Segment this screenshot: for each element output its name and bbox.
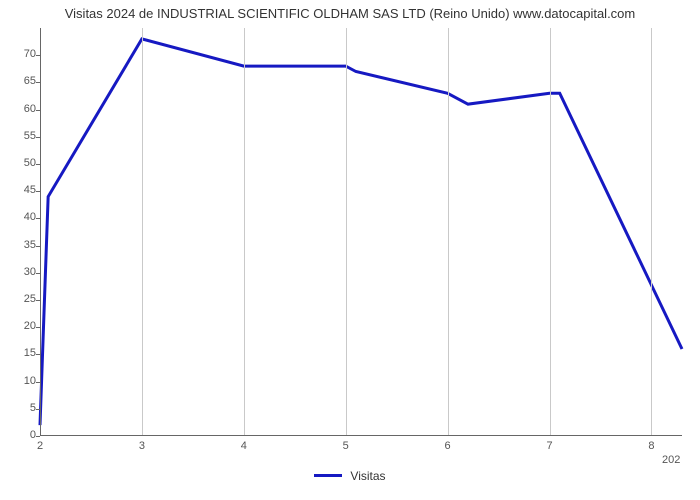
- y-tick-mark: [36, 273, 40, 274]
- x-axis: [40, 435, 682, 436]
- y-tick-label: 65: [8, 75, 36, 87]
- plot-area: [40, 28, 682, 436]
- y-tick-mark: [36, 55, 40, 56]
- grid-line: [651, 28, 652, 436]
- y-tick-mark: [36, 82, 40, 83]
- x-tick-label: 3: [132, 440, 152, 452]
- y-tick-label: 70: [8, 48, 36, 60]
- y-tick-label: 30: [8, 266, 36, 278]
- y-tick-mark: [36, 327, 40, 328]
- grid-line: [346, 28, 347, 436]
- y-tick-mark: [36, 436, 40, 437]
- y-tick-label: 25: [8, 293, 36, 305]
- line-series: [40, 28, 682, 436]
- y-tick-label: 10: [8, 375, 36, 387]
- y-tick-label: 55: [8, 130, 36, 142]
- y-tick-label: 60: [8, 103, 36, 115]
- y-tick-label: 45: [8, 184, 36, 196]
- grid-line: [142, 28, 143, 436]
- y-tick-label: 5: [8, 402, 36, 414]
- right-axis-label: 202: [662, 454, 680, 466]
- x-tick-label: 7: [540, 440, 560, 452]
- y-tick-label: 20: [8, 320, 36, 332]
- grid-line: [448, 28, 449, 436]
- y-tick-mark: [36, 300, 40, 301]
- grid-line: [244, 28, 245, 436]
- legend-swatch: [314, 474, 342, 477]
- x-tick-label: 5: [336, 440, 356, 452]
- x-tick-label: 2: [30, 440, 50, 452]
- x-tick-label: 8: [641, 440, 661, 452]
- y-tick-mark: [36, 382, 40, 383]
- y-tick-mark: [36, 137, 40, 138]
- y-tick-mark: [36, 218, 40, 219]
- y-tick-mark: [36, 191, 40, 192]
- x-tick-label: 6: [438, 440, 458, 452]
- legend: Visitas: [0, 468, 700, 483]
- y-tick-mark: [36, 246, 40, 247]
- y-tick-mark: [36, 110, 40, 111]
- x-tick-label: 4: [234, 440, 254, 452]
- y-tick-label: 40: [8, 211, 36, 223]
- legend-label: Visitas: [350, 469, 385, 483]
- y-tick-label: 15: [8, 347, 36, 359]
- series-line: [40, 39, 682, 425]
- y-tick-label: 35: [8, 239, 36, 251]
- y-tick-mark: [36, 409, 40, 410]
- y-tick-label: 50: [8, 157, 36, 169]
- y-axis: [40, 28, 41, 436]
- grid-line: [550, 28, 551, 436]
- y-tick-mark: [36, 354, 40, 355]
- chart-container: Visitas 2024 de INDUSTRIAL SCIENTIFIC OL…: [0, 0, 700, 500]
- y-tick-mark: [36, 164, 40, 165]
- chart-title: Visitas 2024 de INDUSTRIAL SCIENTIFIC OL…: [0, 6, 700, 21]
